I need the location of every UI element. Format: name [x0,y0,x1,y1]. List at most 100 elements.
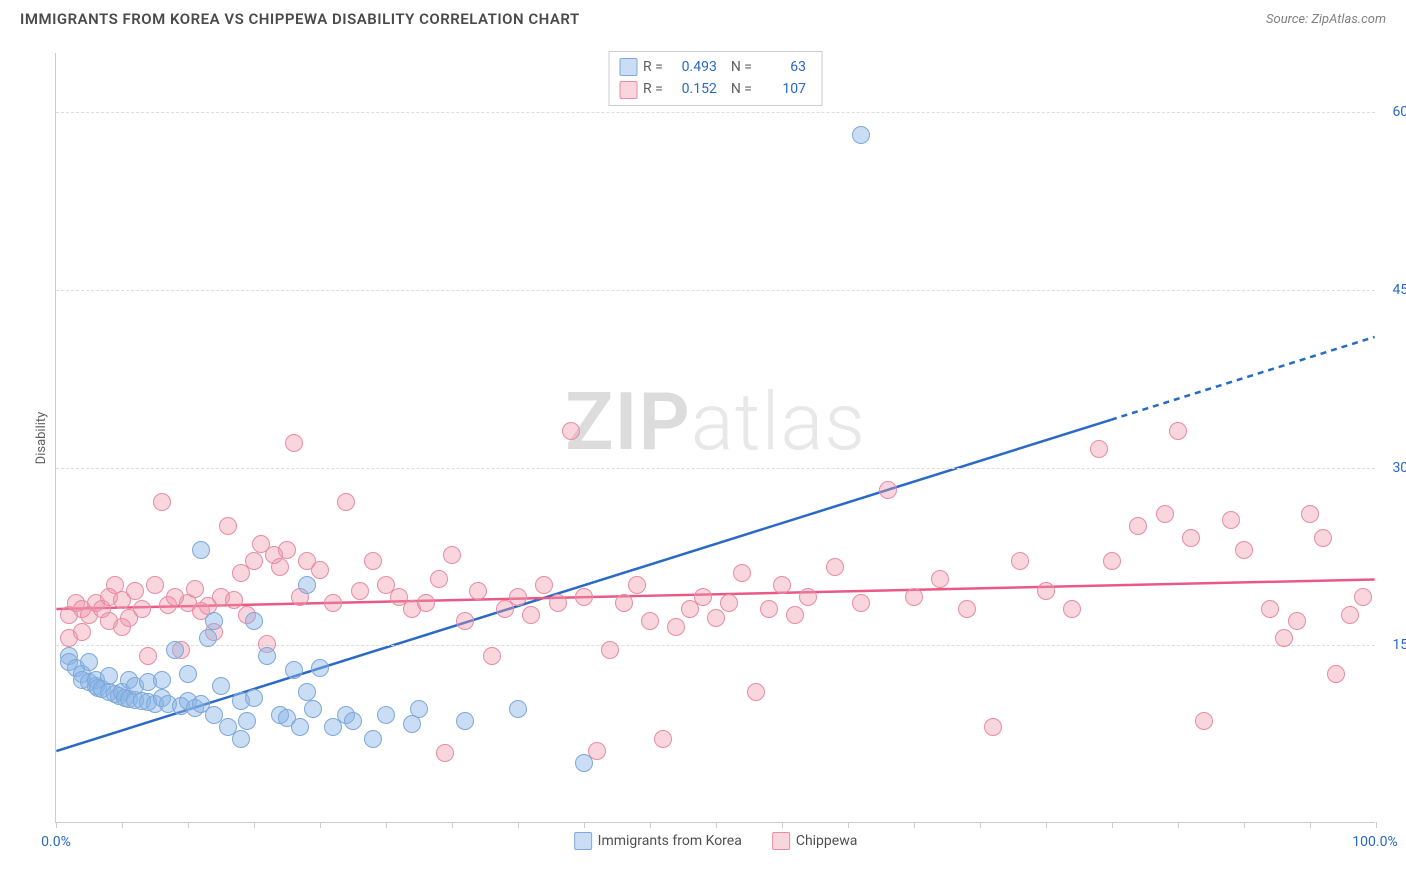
scatter-point-korea [258,647,276,665]
x-tick [1178,822,1179,828]
scatter-point-chippewa [1129,517,1147,535]
x-tick [320,822,321,828]
scatter-point-chippewa [720,594,738,612]
scatter-point-chippewa [1354,588,1372,606]
x-min-label: 0.0% [41,834,71,850]
scatter-point-chippewa [1341,606,1359,624]
y-tick-label: 15.0% [1392,637,1406,653]
x-tick [452,822,453,828]
scatter-point-chippewa [1090,440,1108,458]
scatter-point-korea [575,754,593,772]
legend-swatch-2-icon [772,832,790,850]
scatter-point-korea [509,700,527,718]
scatter-point-chippewa [469,582,487,600]
y-tick-label: 60.0% [1392,104,1406,120]
legend-swatch-korea [619,58,637,76]
x-tick [1046,822,1047,828]
scatter-point-chippewa [436,744,454,762]
chart-container: Disability ZIPatlas R = 0.493 N = 63 R =… [45,43,1385,833]
scatter-point-korea [285,661,303,679]
scatter-point-chippewa [364,552,382,570]
scatter-point-korea [100,667,118,685]
scatter-point-chippewa [146,576,164,594]
scatter-point-chippewa [1275,629,1293,647]
scatter-point-korea [205,612,223,630]
legend-row-korea: R = 0.493 N = 63 [619,56,806,78]
scatter-point-chippewa [575,588,593,606]
scatter-point-chippewa [601,641,619,659]
scatter-point-chippewa [1037,582,1055,600]
scatter-point-chippewa [826,558,844,576]
scatter-point-chippewa [522,606,540,624]
scatter-point-chippewa [337,493,355,511]
scatter-point-chippewa [562,422,580,440]
x-tick [188,822,189,828]
scatter-point-korea [456,712,474,730]
x-tick [716,822,717,828]
scatter-point-chippewa [1301,505,1319,523]
scatter-point-chippewa [1222,511,1240,529]
scatter-point-korea [298,683,316,701]
x-tick [848,822,849,828]
scatter-point-chippewa [852,594,870,612]
gridline [56,645,1375,646]
scatter-point-chippewa [733,564,751,582]
gridline [56,112,1375,113]
scatter-point-chippewa [351,582,369,600]
scatter-point-chippewa [694,588,712,606]
scatter-point-chippewa [879,481,897,499]
scatter-point-chippewa [1195,712,1213,730]
x-tick [1310,822,1311,828]
scatter-point-korea [377,706,395,724]
scatter-point-chippewa [73,623,91,641]
scatter-point-chippewa [139,647,157,665]
scatter-point-korea [192,541,210,559]
scatter-point-chippewa [958,600,976,618]
scatter-point-chippewa [271,558,289,576]
scatter-point-korea [179,665,197,683]
scatter-point-korea [364,730,382,748]
scatter-point-chippewa [654,730,672,748]
scatter-point-korea [80,653,98,671]
scatter-point-chippewa [1327,665,1345,683]
x-tick [254,822,255,828]
legend-item-korea: Immigrants from Korea [574,832,742,850]
correlation-legend: R = 0.493 N = 63 R = 0.152 N = 107 [608,51,823,106]
scatter-point-chippewa [1288,612,1306,630]
scatter-point-chippewa [417,594,435,612]
chart-header: IMMIGRANTS FROM KOREA VS CHIPPEWA DISABI… [0,0,1406,33]
scatter-point-chippewa [535,576,553,594]
y-tick-label: 45.0% [1392,282,1406,298]
x-tick [980,822,981,828]
watermark: ZIPatlas [565,375,866,469]
scatter-point-korea [212,677,230,695]
legend-row-chippewa: R = 0.152 N = 107 [619,78,806,100]
regression-line-korea [56,420,1111,751]
scatter-point-korea [245,689,263,707]
scatter-point-korea [311,659,329,677]
scatter-point-chippewa [931,570,949,588]
x-max-label: 100.0% [1352,834,1397,850]
scatter-point-chippewa [186,580,204,598]
scatter-point-chippewa [443,546,461,564]
scatter-point-chippewa [219,517,237,535]
x-tick [56,822,57,828]
scatter-point-chippewa [628,576,646,594]
scatter-point-chippewa [225,591,243,609]
scatter-point-chippewa [1169,422,1187,440]
scatter-point-korea [298,576,316,594]
gridline [56,468,1375,469]
scatter-point-chippewa [1261,600,1279,618]
scatter-point-chippewa [615,594,633,612]
gridline [56,290,1375,291]
scatter-point-chippewa [1314,529,1332,547]
scatter-point-chippewa [786,606,804,624]
scatter-point-chippewa [760,600,778,618]
chart-title: IMMIGRANTS FROM KOREA VS CHIPPEWA DISABI… [20,10,580,28]
scatter-point-korea [199,629,217,647]
scatter-point-chippewa [324,594,342,612]
scatter-point-korea [153,671,171,689]
scatter-point-chippewa [905,588,923,606]
scatter-point-chippewa [641,612,659,630]
scatter-point-chippewa [153,493,171,511]
